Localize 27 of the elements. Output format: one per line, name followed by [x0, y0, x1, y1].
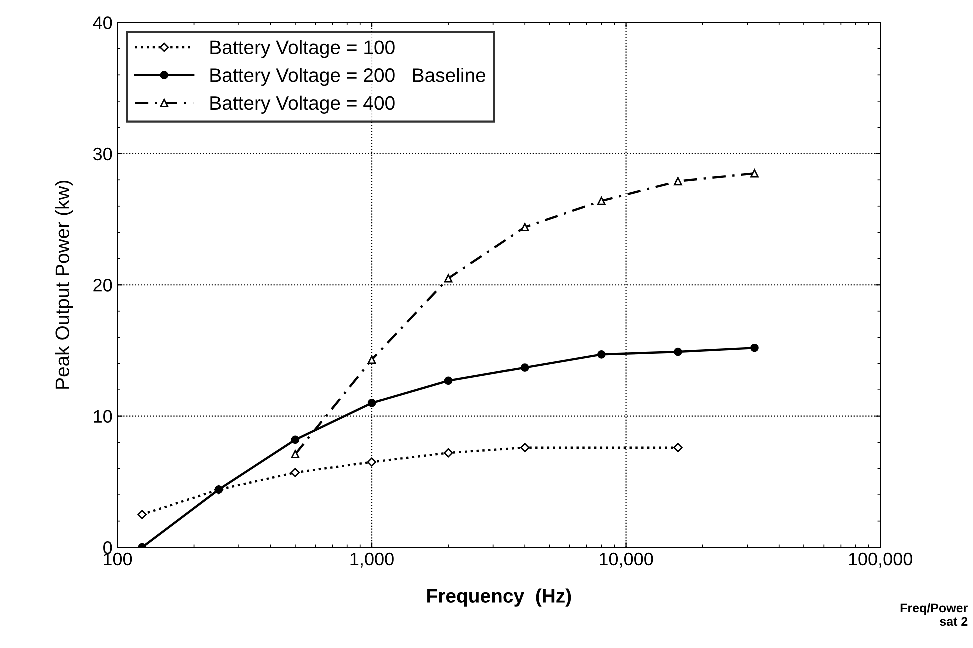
- x-tick-label: 100,000: [849, 552, 912, 568]
- point: [520, 364, 530, 372]
- y-tick-label: 40: [93, 16, 112, 30]
- x-tick-label: 100: [104, 552, 132, 566]
- x-tick-label: 1,000: [350, 552, 394, 568]
- point: [368, 399, 376, 408]
- y-axis-title: Peak Output Power (kw): [55, 180, 74, 389]
- x-tick-label: 10,000: [600, 552, 654, 568]
- text: Freq/Power sat 2: [900, 603, 968, 626]
- point: [520, 443, 530, 452]
- y-tick-label: 30: [93, 148, 112, 161]
- point: [138, 510, 147, 520]
- y-tick-label: 0: [104, 541, 112, 554]
- point: [597, 350, 606, 359]
- legend-label: Battery Voltage = 400: [210, 96, 395, 114]
- point: [674, 348, 682, 356]
- point: [444, 448, 454, 458]
- point: [367, 458, 377, 467]
- legend-label: Battery Voltage = 200 Baseline: [210, 68, 486, 86]
- x-axis-title: Frequency (Hz): [428, 588, 572, 607]
- point: [291, 436, 300, 444]
- point: [750, 344, 759, 352]
- point: [290, 468, 300, 478]
- legend-label: Battery Voltage = 100: [210, 40, 395, 58]
- y-tick-label: 10: [94, 410, 112, 424]
- point: [444, 376, 453, 386]
- y-tick-label: 20: [94, 279, 112, 292]
